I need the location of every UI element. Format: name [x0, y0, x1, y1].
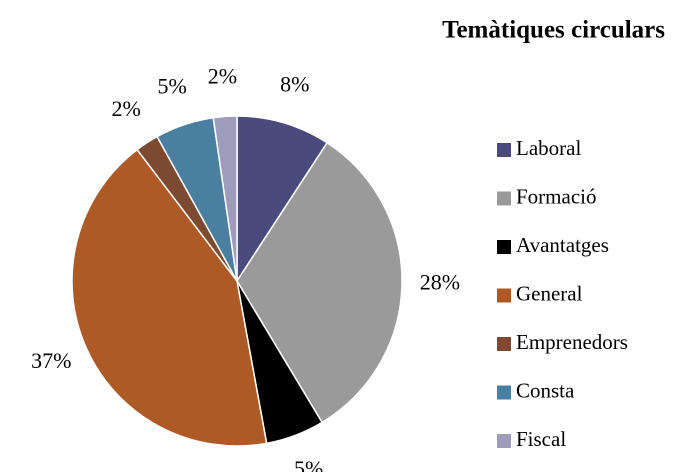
- legend-swatch: [497, 240, 511, 254]
- legend-swatch: [497, 288, 511, 303]
- data-label: 8%: [280, 71, 309, 96]
- legend-label: Avantatges: [516, 233, 609, 257]
- legend-label: General: [516, 281, 583, 305]
- data-label: 2%: [208, 64, 237, 89]
- legend-swatch: [497, 143, 511, 157]
- pie-slice: [71, 148, 268, 447]
- pie-slice: [212, 115, 238, 282]
- data-label: 37%: [31, 348, 71, 373]
- legend-swatch: [497, 191, 511, 206]
- pie-slice: [236, 115, 329, 284]
- pie-slice: [236, 141, 403, 424]
- legend-swatch: [497, 434, 511, 448]
- chart-title: Temàtiques circulars: [442, 17, 665, 44]
- legend-swatch: [497, 337, 511, 351]
- legend-swatch: [497, 385, 511, 400]
- legend-label: Laboral: [516, 136, 581, 160]
- data-label: 28%: [420, 270, 460, 295]
- data-label: 2%: [111, 96, 140, 121]
- data-label: 5%: [294, 456, 323, 472]
- data-label: 5%: [158, 74, 187, 99]
- legend-label: Emprenedors: [516, 330, 628, 354]
- legend-label: Formació: [516, 184, 596, 208]
- legend-label: Consta: [516, 378, 575, 402]
- legend-label: Fiscal: [516, 427, 566, 451]
